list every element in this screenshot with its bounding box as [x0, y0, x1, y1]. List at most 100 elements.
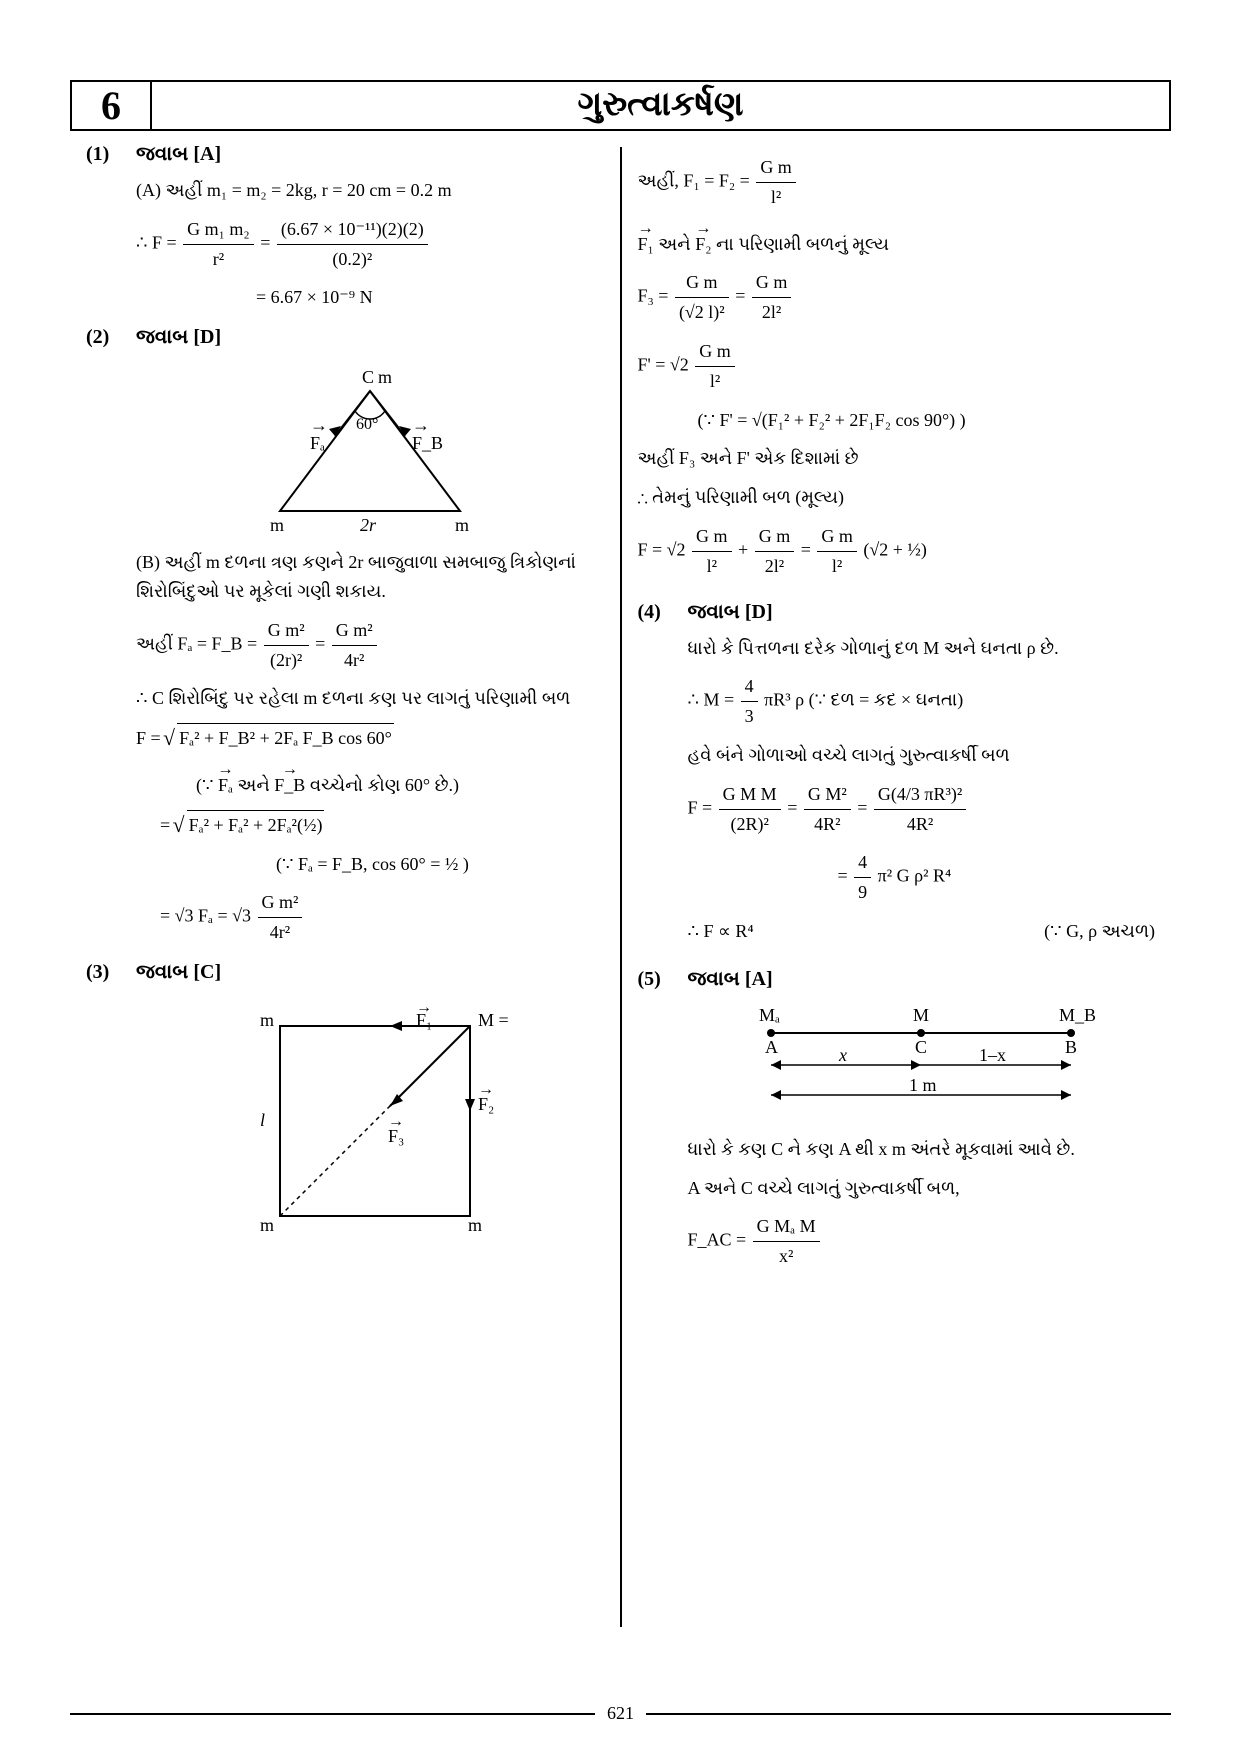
q2-fa-d2: 4r²	[332, 646, 377, 675]
r-F-d2: 2l²	[755, 552, 795, 581]
q2-fa-lhs: અહીં Fₐ = F_B =	[136, 633, 257, 653]
q4-res-tail: π² G ρ² R⁴	[878, 866, 952, 886]
q5-F: F_AC = G Mₐ Mx²	[688, 1212, 1156, 1271]
q2-F2: = Fₐ² + Fₐ² + 2Fₐ²(½)	[136, 810, 604, 840]
q4-M-n: 4	[741, 672, 758, 702]
q2-text1: (B) અહીં m દળના ત્રણ કણને 2r બાજુવાળા સમ…	[136, 548, 604, 606]
svg-text:M: M	[913, 1005, 929, 1025]
svg-text:x: x	[838, 1045, 847, 1065]
q2-F3-num: G m²	[258, 888, 303, 918]
svg-text:B: B	[1065, 1037, 1077, 1057]
question-2: (2) જવાબ [D] C m 60° → Fₐ	[86, 326, 604, 957]
q4-F: F = G M M(2R)² = G M²4R² = G(4/3 πR³)²4R…	[688, 780, 1156, 839]
q2-note1: (∵ Fₐ અને F_B વચ્ચેનો કોણ 60° છે.)	[136, 763, 604, 800]
q5-p2: A અને C વચ્ચે લાગતું ગુરુત્વાકર્ષી બળ,	[688, 1174, 1156, 1203]
q4-p2: હવે બંને ગોળાઓ વચ્ચે લાગતું ગુરુત્વાકર્ષ…	[688, 741, 1156, 770]
q4-number: (4)	[638, 601, 688, 624]
r-F-n2: G m	[755, 522, 795, 552]
q1-frac1-den: r²	[183, 245, 254, 274]
r-l3: F₃ = G m(√2 l)² = G m2l²	[638, 268, 1156, 327]
svg-text:l: l	[260, 1110, 265, 1130]
svg-text:2r: 2r	[360, 515, 377, 535]
question-3: (3) જવાબ [C]	[86, 961, 604, 1258]
triangle-diagram: C m 60° → Fₐ → F_B m m 2r	[240, 361, 500, 536]
r-l1: અહીં, F₁ = F₂ = G ml²	[638, 153, 1156, 212]
q4-M-lhs: ∴ M =	[688, 690, 735, 710]
r-F-tail: (√2 + ½)	[863, 539, 927, 559]
q4-res-d: 9	[854, 878, 871, 907]
q1-answer: જવાબ [A]	[136, 143, 604, 166]
question-5: (5) જવાબ [A] Mₐ M M_B A C B	[638, 968, 1156, 1281]
q1-result: = 6.67 × 10⁻⁹ N	[136, 283, 604, 312]
left-column: (1) જવાબ [A] (A) અહીં m₁ = m₂ = 2kg, r =…	[70, 143, 620, 1627]
svg-text:1 m: 1 m	[909, 1075, 937, 1095]
r-F-d1: l²	[692, 552, 732, 581]
q2-note2: (∵ Fₐ = F_B, cos 60° = ½ )	[136, 850, 604, 879]
r-F-n1: G m	[692, 522, 732, 552]
svg-text:F₁: F₁	[416, 1010, 432, 1030]
line-diagram: Mₐ M M_B A C B x 1–x	[731, 1003, 1111, 1123]
content-columns: (1) જવાબ [A] (A) અહીં m₁ = m₂ = 2kg, r =…	[70, 143, 1171, 1627]
page-number: 621	[595, 1703, 646, 1724]
q5-p1: ધારો કે કણ C ને કણ A થી x m અંતરે મૂકવામ…	[688, 1135, 1156, 1164]
svg-text:A: A	[765, 1037, 778, 1057]
svg-text:F₂: F₂	[478, 1094, 494, 1114]
page: 6 ગુરુત્વાકર્ષણ (1) જવાબ [A] (A) અહીં m₁…	[0, 0, 1241, 1754]
q2-text2: ∴ C શિરોબિંદુ પર રહેલા m દળના કણ પર લાગત…	[136, 684, 604, 713]
q2-number: (2)	[86, 326, 136, 349]
r-l3-n1: G m	[675, 268, 729, 298]
chapter-number: 6	[72, 82, 152, 129]
r-l3-lhs: F₃ =	[638, 286, 669, 306]
question-1: (1) જવાબ [A] (A) અહીં m₁ = m₂ = 2kg, r =…	[86, 143, 604, 322]
q2-F3-lhs: = √3 Fₐ = √3	[160, 906, 251, 926]
q2-answer: જવાબ [D]	[136, 326, 604, 349]
r-l1-den: l²	[756, 183, 796, 212]
q4-F-d2: 4R²	[804, 810, 851, 839]
question-4: (4) જવાબ [D] ધારો કે પિત્તળના દરેક ગોળાન…	[638, 601, 1156, 956]
q4-F-d3: 4R²	[874, 810, 966, 839]
svg-text:C: C	[915, 1037, 927, 1057]
q4-F-n1: G M M	[719, 780, 781, 810]
svg-text:m: m	[468, 1215, 482, 1235]
q2-F-eq: F = Fₐ² + F_B² + 2Fₐ F_B cos 60°	[136, 723, 604, 753]
svg-text:m: m	[378, 367, 392, 387]
q4-concl-text: ∴ F ∝ R⁴	[688, 921, 754, 941]
q4-F-lhs: F =	[688, 797, 713, 817]
r-l3-d1: (√2 l)²	[675, 298, 729, 327]
r-l4-num: G m	[695, 337, 735, 367]
svg-text:M_B: M_B	[1059, 1005, 1096, 1025]
r-l6: અહીં F₃ અને F' એક દિશામાં છે	[638, 444, 1156, 473]
r-l4-lhs: F' = √2	[638, 354, 689, 374]
q3-number: (3)	[86, 961, 136, 984]
r-l1-num: G m	[756, 153, 796, 183]
r-l3-d2: 2l²	[752, 298, 792, 327]
r-F-lhs: F = √2	[638, 539, 686, 559]
q2-F2-rad: Fₐ² + Fₐ² + 2Fₐ²(½)	[187, 810, 325, 840]
q3-answer: જવાબ [C]	[136, 961, 604, 984]
svg-text:→: →	[310, 415, 328, 435]
r-l4: F' = √2 G ml²	[638, 337, 1156, 396]
svg-text:M = 1: M = 1	[478, 1010, 510, 1030]
q5-F-lhs: F_AC =	[688, 1230, 747, 1250]
q1-line1: (A) અહીં m₁ = m₂ = 2kg, r = 20 cm = 0.2 …	[136, 176, 604, 205]
svg-text:m: m	[455, 515, 469, 535]
footer-rule-right	[646, 1713, 1171, 1715]
square-diagram: m M = 1 m m → F₁ → F₂ → F₃ l	[230, 996, 510, 1246]
q4-res-lhs: =	[838, 866, 848, 886]
q2-F-lhs: F =	[136, 728, 161, 748]
svg-text:m: m	[260, 1010, 274, 1030]
q2-F-rad: Fₐ² + F_B² + 2Fₐ F_B cos 60°	[177, 723, 394, 753]
svg-text:F₃: F₃	[388, 1126, 404, 1146]
q4-res: = 49 π² G ρ² R⁴	[688, 848, 1156, 907]
q4-F-n2: G M²	[804, 780, 851, 810]
svg-text:60°: 60°	[356, 416, 378, 433]
q4-p1: ધારો કે પિત્તળના દરેક ગોળાનું દળ M અને ઘ…	[688, 634, 1156, 663]
q4-answer: જવાબ [D]	[688, 601, 1156, 624]
q5-number: (5)	[638, 968, 688, 991]
q1-frac1-num: G m₁ m₂	[183, 215, 254, 245]
q1-number: (1)	[86, 143, 136, 166]
svg-text:Fₐ: Fₐ	[310, 433, 325, 453]
r-l4-den: l²	[695, 367, 735, 396]
q4-M: ∴ M = 43 πR³ ρ (∵ દળ = કદ × ઘનતા)	[688, 672, 1156, 731]
chapter-title: ગુરુત્વાકર્ષણ	[152, 82, 1169, 129]
